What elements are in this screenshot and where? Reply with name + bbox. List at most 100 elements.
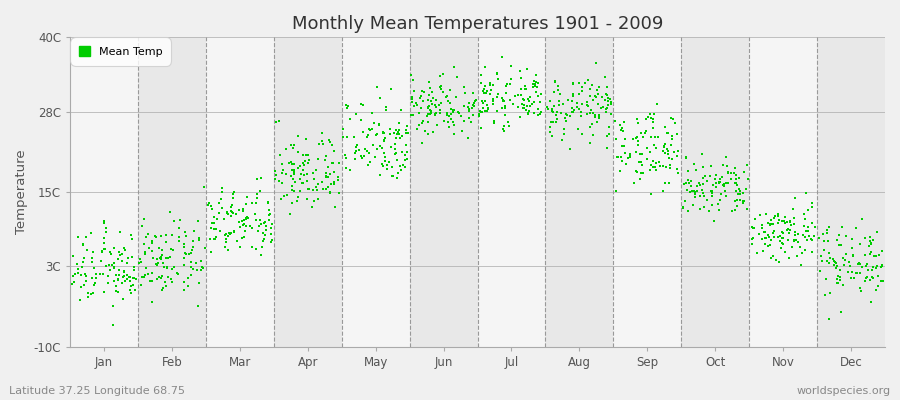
Point [731, 191, 745, 197]
Point [474, 125, 489, 131]
Point [793, 244, 807, 250]
Point [825, 256, 840, 262]
Point [876, 278, 890, 284]
Point [807, 224, 822, 231]
Point [550, 108, 564, 115]
Point [249, 246, 264, 252]
Point [500, 81, 514, 87]
Point [451, 109, 465, 115]
Point [310, 187, 324, 194]
Point [692, 182, 706, 188]
Point [527, 81, 542, 87]
Point [634, 130, 648, 136]
Point [365, 142, 380, 148]
Point [376, 129, 391, 136]
Point [825, 256, 840, 262]
Point [776, 240, 790, 247]
Point [407, 103, 421, 110]
Point [773, 238, 788, 244]
Point [748, 216, 762, 223]
Point [550, 116, 564, 122]
Point [275, 167, 290, 173]
Point [845, 236, 859, 243]
Point [160, 264, 175, 271]
Point [123, 232, 138, 238]
Point [272, 178, 286, 184]
Point [592, 115, 607, 121]
Point [706, 218, 721, 224]
Point [548, 78, 562, 84]
Point [682, 188, 697, 195]
Point [257, 220, 272, 226]
Point [540, 104, 554, 110]
Point [528, 79, 543, 85]
Point [154, 233, 168, 239]
Point [454, 113, 468, 119]
Point [279, 146, 293, 152]
Point [583, 110, 598, 116]
Point [709, 180, 724, 186]
Point [767, 214, 781, 221]
Point [425, 100, 439, 107]
Point [863, 277, 878, 284]
Point [112, 271, 126, 278]
Point [661, 130, 675, 137]
Point [843, 275, 858, 281]
Point [481, 105, 495, 112]
Point [113, 229, 128, 236]
Point [421, 102, 436, 109]
Point [475, 109, 490, 115]
Point [390, 157, 404, 163]
Point [836, 282, 850, 288]
Point [114, 258, 129, 264]
Point [788, 195, 803, 201]
Point [575, 101, 590, 108]
Point [845, 253, 859, 260]
Point [794, 262, 808, 268]
Point [421, 111, 436, 117]
Point [440, 110, 454, 116]
Point [462, 100, 476, 106]
Point [466, 100, 481, 106]
Point [787, 238, 801, 244]
Point [418, 127, 432, 134]
Point [93, 271, 107, 277]
Point [841, 269, 855, 275]
Point [176, 255, 191, 262]
Point [705, 190, 719, 196]
Point [176, 278, 191, 285]
Point [690, 183, 705, 190]
Point [392, 130, 407, 137]
Point [229, 210, 243, 217]
Point [249, 175, 264, 182]
Point [836, 255, 850, 262]
Point [755, 224, 770, 231]
Point [347, 134, 362, 140]
Point [319, 174, 333, 180]
Point [436, 89, 450, 96]
Point [319, 169, 333, 176]
Point [166, 264, 181, 270]
Point [192, 280, 206, 286]
Point [374, 95, 388, 101]
Point [415, 88, 429, 94]
Point [699, 197, 714, 204]
Point [106, 264, 121, 271]
Point [398, 164, 412, 170]
Point [284, 200, 299, 206]
Point [518, 83, 532, 89]
Point [479, 90, 493, 96]
Point [436, 117, 451, 124]
Point [583, 124, 598, 130]
Point [868, 252, 883, 259]
Point [291, 149, 305, 155]
Point [380, 162, 394, 168]
Point [425, 89, 439, 96]
Point [658, 149, 672, 156]
Point [85, 254, 99, 261]
Point [720, 169, 734, 175]
Point [574, 113, 589, 119]
Point [291, 194, 305, 200]
Point [528, 72, 543, 78]
Point [650, 101, 664, 107]
